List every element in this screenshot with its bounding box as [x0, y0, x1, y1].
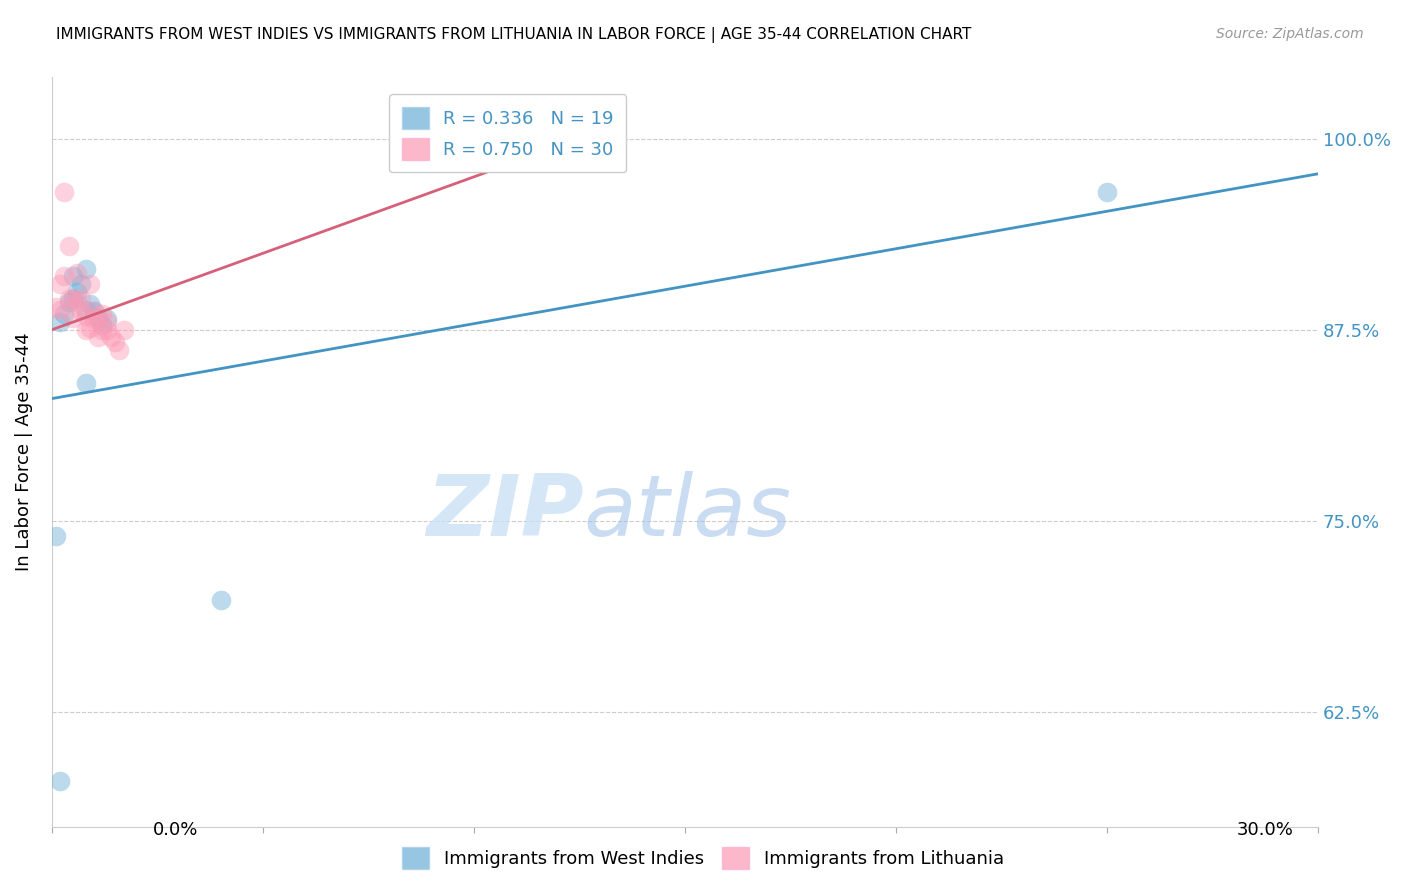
Text: 0.0%: 0.0%	[153, 821, 198, 838]
Point	[49, 774, 72, 789]
Point	[75, 323, 97, 337]
Point	[58, 238, 80, 252]
Point	[62, 310, 84, 325]
Text: atlas: atlas	[583, 471, 792, 554]
Point	[66, 285, 89, 299]
Point	[75, 376, 97, 391]
Point	[100, 330, 122, 344]
Point	[70, 292, 93, 306]
Point	[49, 315, 72, 329]
Point	[70, 304, 93, 318]
Point	[104, 334, 127, 349]
Point	[91, 308, 114, 322]
Point	[58, 295, 80, 310]
Point	[87, 312, 110, 326]
Text: 30.0%: 30.0%	[1237, 821, 1294, 838]
Point	[79, 297, 101, 311]
Y-axis label: In Labor Force | Age 35-44: In Labor Force | Age 35-44	[15, 333, 32, 572]
Point	[53, 185, 76, 199]
Point	[62, 292, 84, 306]
Legend: Immigrants from West Indies, Immigrants from Lithuania: Immigrants from West Indies, Immigrants …	[394, 838, 1012, 879]
Point	[96, 323, 118, 337]
Point	[66, 295, 89, 310]
Point	[75, 302, 97, 317]
Point	[83, 304, 105, 318]
Point	[87, 330, 110, 344]
Point	[96, 315, 118, 329]
Point	[96, 312, 118, 326]
Point	[66, 266, 89, 280]
Point	[70, 277, 93, 291]
Point	[49, 302, 72, 317]
Text: Source: ZipAtlas.com: Source: ZipAtlas.com	[1216, 27, 1364, 41]
Point	[83, 304, 105, 318]
Point	[108, 343, 131, 357]
Legend: R = 0.336   N = 19, R = 0.750   N = 30: R = 0.336 N = 19, R = 0.750 N = 30	[389, 94, 626, 172]
Point	[79, 321, 101, 335]
Point	[53, 308, 76, 322]
Text: IMMIGRANTS FROM WEST INDIES VS IMMIGRANTS FROM LITHUANIA IN LABOR FORCE | AGE 35: IMMIGRANTS FROM WEST INDIES VS IMMIGRANT…	[56, 27, 972, 43]
Point	[75, 261, 97, 276]
Point	[91, 323, 114, 337]
Point	[62, 269, 84, 284]
Point	[45, 529, 67, 543]
Point	[547, 139, 569, 153]
Point	[58, 292, 80, 306]
Text: ZIP: ZIP	[426, 471, 583, 554]
Point	[209, 593, 232, 607]
Point	[87, 310, 110, 325]
Point	[49, 277, 72, 291]
Point	[62, 291, 84, 305]
Point	[75, 309, 97, 323]
Point	[112, 323, 135, 337]
Point	[79, 277, 101, 291]
Point	[45, 300, 67, 314]
Point	[53, 269, 76, 284]
Point	[83, 312, 105, 326]
Point	[91, 318, 114, 333]
Point	[1095, 185, 1118, 199]
